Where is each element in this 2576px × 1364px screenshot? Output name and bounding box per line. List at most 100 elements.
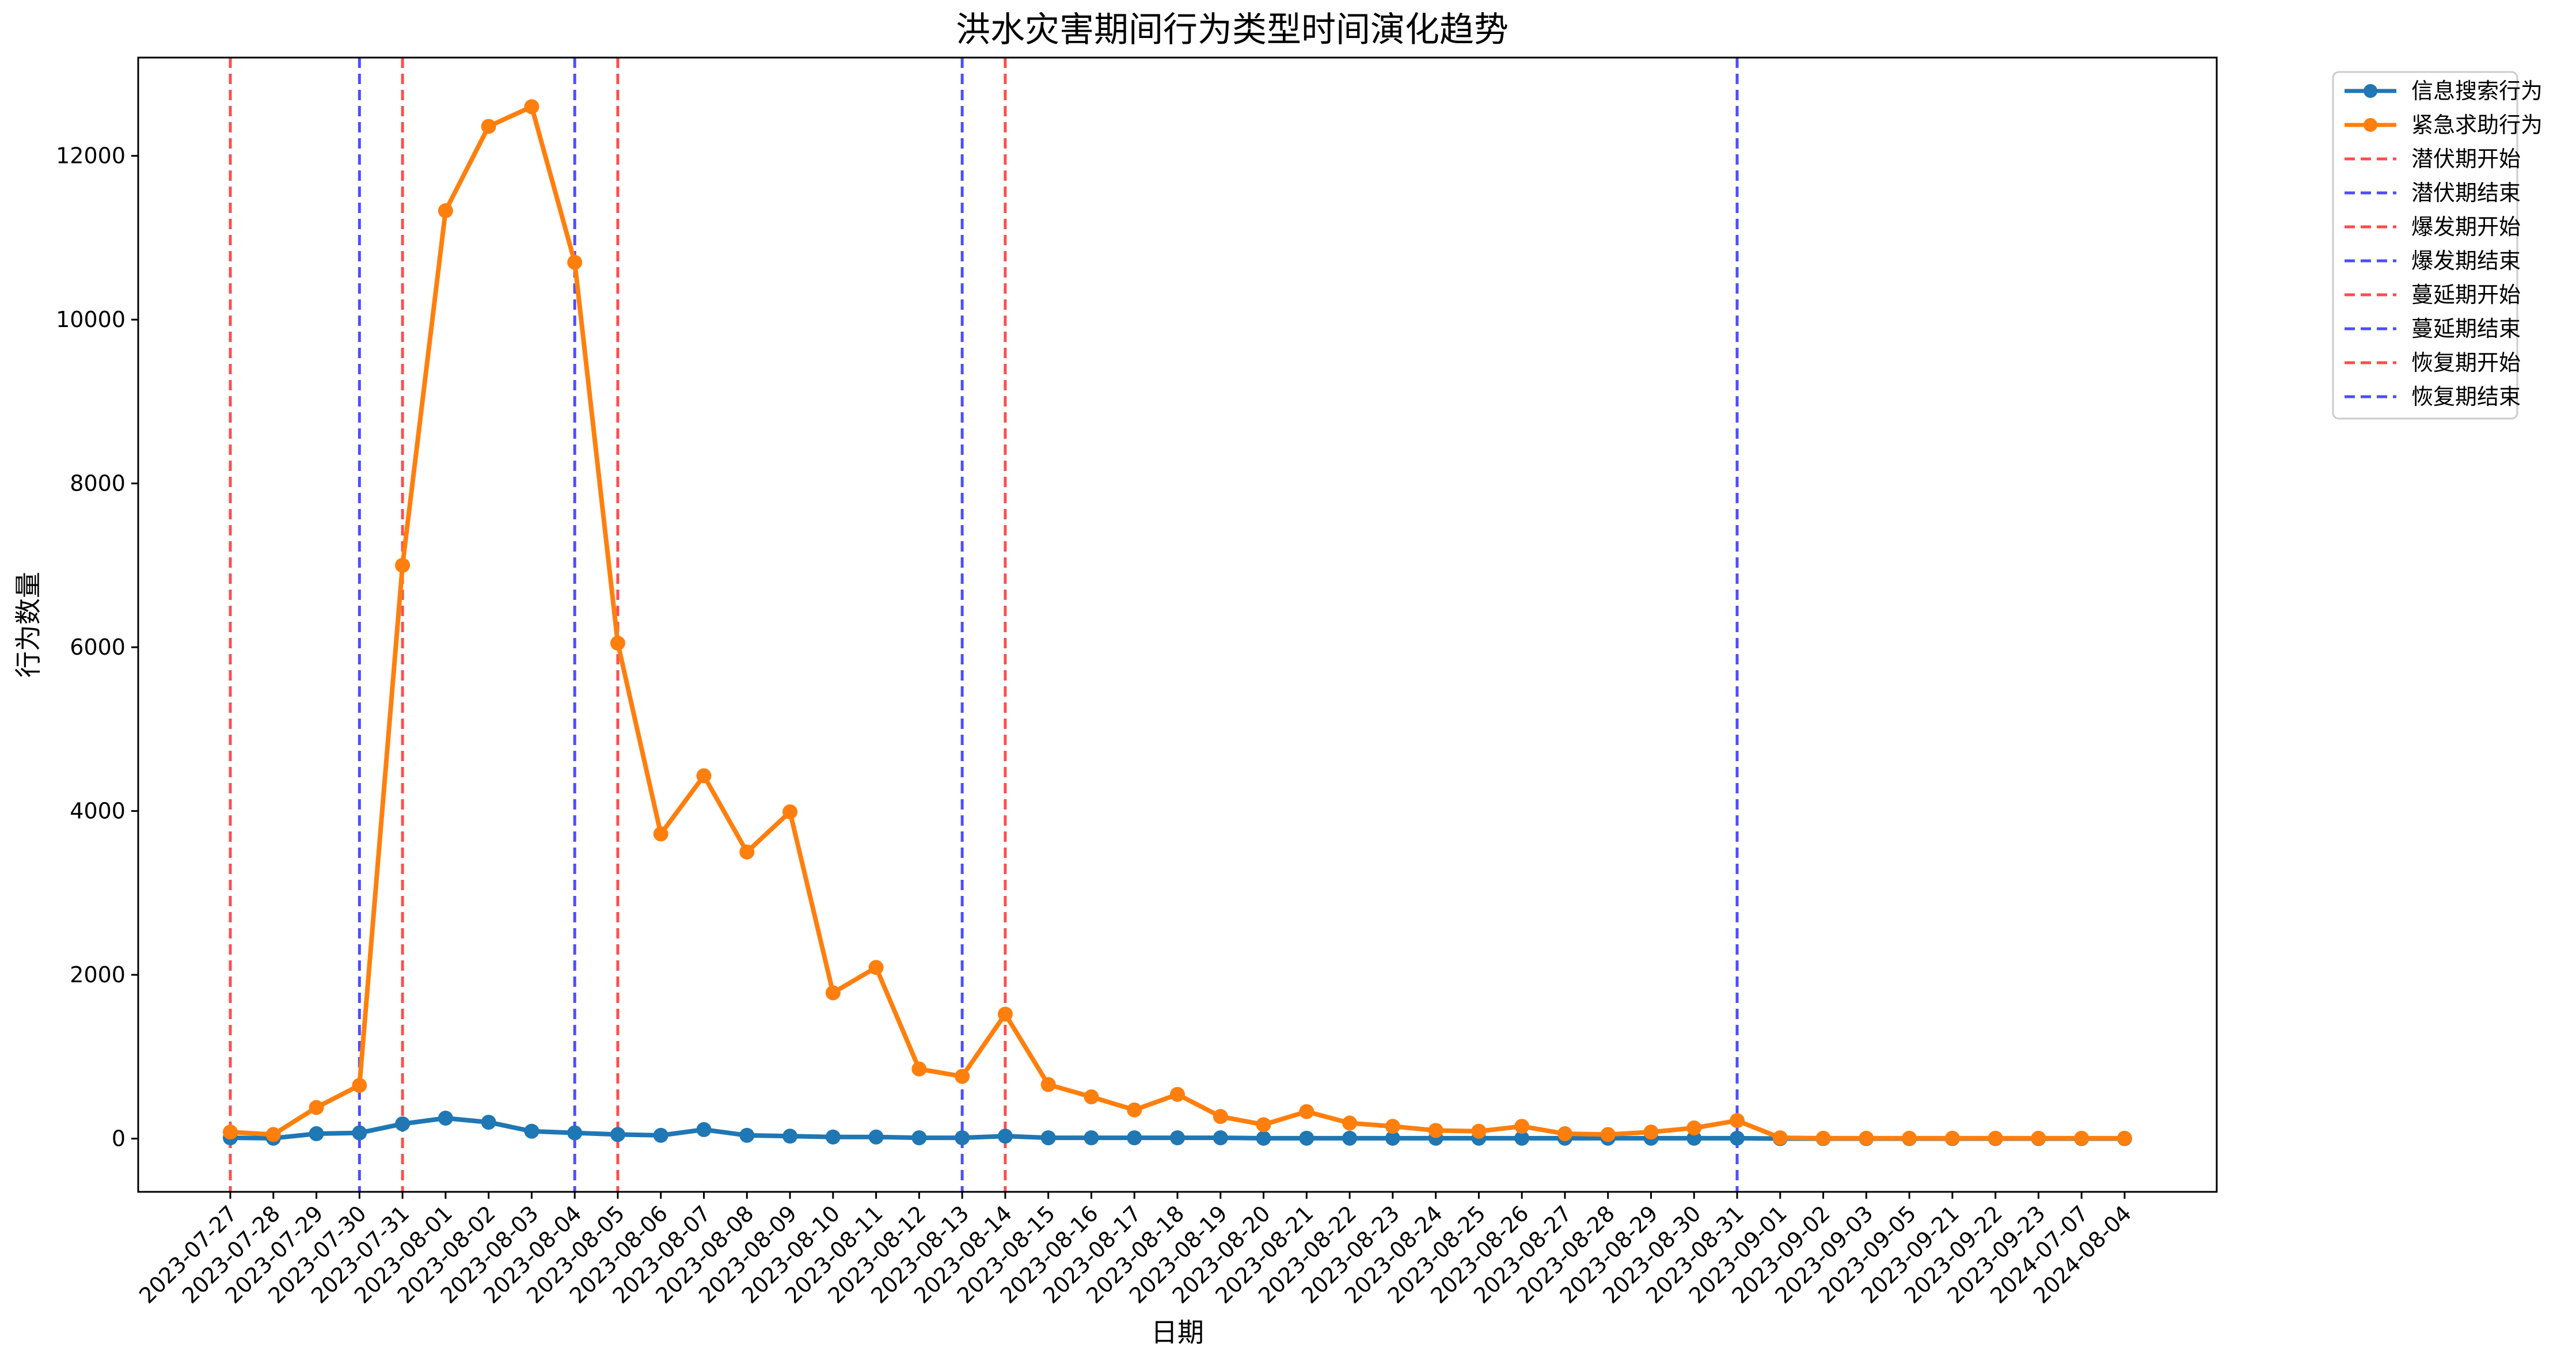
y-tick-label: 8000 <box>70 471 126 496</box>
data-point <box>1730 1130 1745 1146</box>
legend-marker <box>2364 84 2377 98</box>
data-point <box>911 1061 927 1077</box>
y-tick-label: 2000 <box>70 962 126 987</box>
data-point <box>1730 1113 1745 1129</box>
data-point <box>1686 1120 1702 1136</box>
data-point <box>1342 1115 1358 1131</box>
data-point <box>1342 1130 1358 1146</box>
legend-label: 恢复期结束 <box>2411 384 2521 409</box>
data-point <box>1256 1130 1271 1146</box>
data-point <box>567 254 583 270</box>
data-point <box>309 1126 324 1142</box>
data-point <box>524 99 539 115</box>
data-point <box>438 1110 453 1126</box>
data-point <box>1084 1089 1099 1105</box>
data-point <box>1299 1104 1314 1119</box>
legend-label: 信息搜索行为 <box>2411 78 2543 104</box>
data-point <box>1600 1127 1616 1142</box>
legend-label: 潜伏期结束 <box>2411 180 2521 206</box>
data-point <box>1127 1102 1142 1118</box>
x-axis-label: 日期 <box>1151 1317 1204 1348</box>
legend-label: 恢复期开始 <box>2411 350 2521 375</box>
y-tick-label: 10000 <box>56 307 126 332</box>
data-point <box>1040 1077 1056 1092</box>
series-line <box>230 104 2125 1141</box>
data-point <box>782 804 798 820</box>
data-point <box>825 1129 841 1145</box>
data-point <box>395 557 411 573</box>
y-tick-label: 4000 <box>70 799 126 824</box>
legend-marker <box>2364 118 2377 132</box>
data-point <box>1385 1119 1400 1134</box>
chart-title: 洪水灾害期间行为类型时间演化趋势 <box>956 10 1509 50</box>
data-point <box>868 960 884 975</box>
legend-label: 潜伏期开始 <box>2411 146 2521 172</box>
data-point <box>782 1129 798 1144</box>
data-point <box>1772 1130 1788 1146</box>
legend-label: 爆发期开始 <box>2411 214 2521 240</box>
data-point <box>1127 1130 1142 1146</box>
data-point <box>352 1125 367 1141</box>
data-point <box>1815 1130 1831 1146</box>
data-point <box>1944 1130 1960 1146</box>
data-point <box>1686 1130 1702 1146</box>
data-point <box>1256 1117 1271 1133</box>
data-point <box>739 1127 755 1143</box>
data-point <box>1988 1130 2003 1146</box>
data-point <box>696 768 712 784</box>
phase-lines <box>229 58 1739 1192</box>
data-point <box>825 985 841 1001</box>
data-point <box>2074 1130 2089 1146</box>
data-point <box>2117 1130 2132 1146</box>
data-point <box>223 1124 238 1140</box>
data-point <box>438 203 453 218</box>
data-point <box>1385 1130 1400 1146</box>
legend: 信息搜索行为紧急求助行为潜伏期开始潜伏期结束爆发期开始爆发期结束蔓延期开始蔓延期… <box>2332 71 2543 420</box>
data-point <box>1557 1126 1572 1142</box>
data-point <box>1514 1119 1530 1134</box>
legend-label: 蔓延期开始 <box>2411 282 2521 307</box>
x-axis: 2023-07-272023-07-282023-07-292023-07-30… <box>134 1192 2136 1309</box>
data-point <box>1902 1130 1917 1146</box>
data-point <box>1040 1130 1056 1146</box>
y-tick-label: 12000 <box>56 143 126 169</box>
data-point <box>1084 1130 1099 1146</box>
data-point <box>739 844 755 860</box>
data-point <box>653 1127 668 1143</box>
data-point <box>1213 1130 1228 1146</box>
data-point <box>997 1006 1013 1022</box>
data-point <box>1514 1130 1530 1146</box>
data-point <box>1643 1124 1659 1140</box>
legend-label: 蔓延期结束 <box>2411 316 2521 341</box>
data-point <box>955 1130 970 1146</box>
legend-label: 紧急求助行为 <box>2411 112 2543 138</box>
data-point <box>567 1125 583 1141</box>
y-tick-label: 0 <box>112 1126 126 1152</box>
data-point <box>1170 1130 1185 1146</box>
data-point <box>524 1123 539 1139</box>
data-point <box>1170 1086 1185 1102</box>
data-point <box>868 1129 884 1145</box>
data-point <box>309 1100 324 1115</box>
data-point <box>481 119 496 134</box>
data-point <box>481 1115 496 1130</box>
y-axis-label: 行为数量 <box>13 572 44 678</box>
data-point <box>265 1127 281 1142</box>
y-tick-label: 6000 <box>70 634 126 660</box>
data-point <box>610 1127 625 1142</box>
data-point <box>997 1129 1013 1144</box>
legend-label: 爆发期结束 <box>2411 248 2521 273</box>
data-point <box>1299 1130 1314 1146</box>
data-point <box>352 1078 367 1093</box>
plot-frame <box>137 56 2218 1193</box>
data-point <box>1859 1130 1874 1146</box>
data-point <box>653 826 668 842</box>
data-point <box>2031 1130 2046 1146</box>
data-point <box>1428 1123 1443 1138</box>
y-axis: 0 2000 4000 6000 8000 10000 12000 <box>56 143 138 1152</box>
data-point <box>696 1122 712 1137</box>
data-point <box>911 1130 927 1146</box>
data-point <box>1213 1109 1228 1124</box>
series-layer <box>223 99 2132 1146</box>
